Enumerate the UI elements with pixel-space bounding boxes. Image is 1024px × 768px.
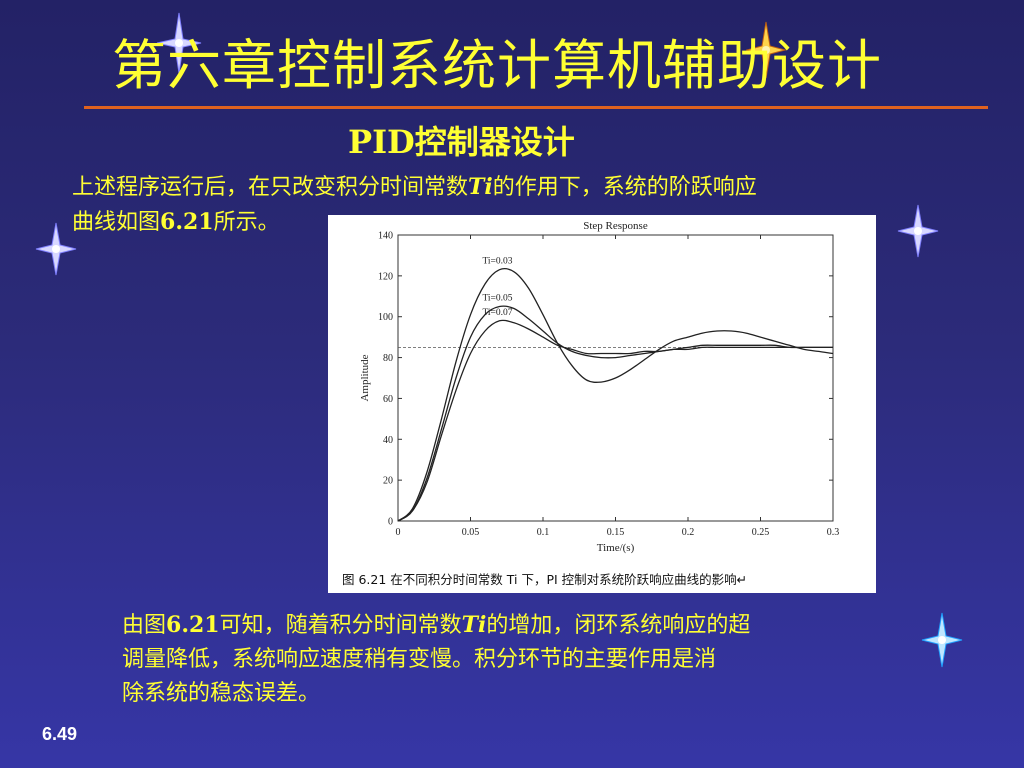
series-label: Ti=0.03 [482, 257, 512, 267]
title-divider [84, 106, 988, 109]
x-tick-label: 0.3 [827, 527, 840, 538]
intro-text-3: 曲线如图 [72, 210, 161, 235]
conclusion-text-2: 可知，随着积分时间常数 [219, 613, 462, 638]
conclusion-text-4: 调量降低，系统响应速度稍有变慢。积分环节的主要作用是消 [122, 647, 717, 672]
x-axis-label: Time/(s) [597, 542, 635, 554]
x-tick-label: 0 [396, 527, 401, 538]
conclusion-figure-ref: 6.21 [166, 612, 220, 638]
y-tick-label: 60 [383, 394, 393, 405]
intro-figure-ref: 6.21 [160, 209, 214, 235]
y-tick-label: 0 [388, 517, 393, 528]
x-tick-label: 0.2 [682, 527, 695, 538]
step-response-figure: Step Response 0 20 40 60 80 100 120 140 0 0.05 0.1 0… [328, 215, 876, 593]
y-tick-label: 100 [378, 312, 393, 323]
sparkle-star-icon [897, 204, 939, 258]
x-tick-label: 0.05 [462, 527, 480, 538]
y-axis-label: Amplitude [359, 354, 371, 401]
series-line-ti-0-05 [397, 305, 833, 522]
chart-title: Step Response [583, 220, 648, 232]
y-tick-label: 140 [378, 231, 393, 242]
x-tick-label: 0.1 [537, 527, 550, 538]
y-tick-label: 20 [383, 476, 393, 487]
section-subtitle: PID控制器设计 [348, 123, 575, 161]
intro-paragraph: 上述程序运行后，在只改变积分时间常数Ti的作用下，系统的阶跃响应 曲线如图6.2… [72, 170, 972, 240]
intro-text-2: 的作用下，系统的阶跃响应 [492, 175, 757, 200]
conclusion-paragraph: 由图6.21可知，随着积分时间常数Ti的增加，闭环系统响应的超 调量降低，系统响… [122, 608, 922, 711]
sparkle-star-icon [746, 21, 786, 79]
intro-variable: Ti [468, 174, 493, 200]
x-tick-label: 0.15 [607, 527, 625, 538]
step-response-chart: Step Response 0 20 40 60 80 100 120 140 0 0.05 0.1 0… [359, 220, 840, 554]
series-label: Ti=0.05 [482, 294, 512, 304]
x-tick-label: 0.25 [752, 527, 770, 538]
figure-caption: 图 6.21 在不同积分时间常数 Ti 下，PI 控制对系统阶跃响应曲线的影响↵ [342, 572, 748, 587]
series-line-ti-0-03 [397, 268, 834, 522]
series-label: Ti=0.07 [482, 308, 512, 318]
series-line-ti-0-07 [397, 319, 833, 522]
sparkle-star-icon [35, 222, 77, 276]
conclusion-variable: Ti [461, 612, 487, 638]
y-tick-label: 40 [383, 435, 393, 446]
sparkle-star-icon [921, 612, 963, 668]
conclusion-text-1: 由图 [122, 613, 167, 638]
sparkle-star-icon [156, 12, 202, 74]
intro-text-1: 上述程序运行后，在只改变积分时间常数 [72, 175, 469, 200]
y-tick-label: 120 [378, 271, 393, 282]
intro-text-4: 所示。 [213, 210, 280, 235]
page-number: 6.49 [42, 724, 78, 744]
slide-title: 第六章控制系统计算机辅助设计 [112, 34, 882, 97]
y-tick-label: 80 [383, 353, 393, 364]
conclusion-text-5: 除系统的稳态误差。 [122, 681, 321, 706]
conclusion-text-3: 的增加，闭环系统响应的超 [486, 613, 751, 638]
